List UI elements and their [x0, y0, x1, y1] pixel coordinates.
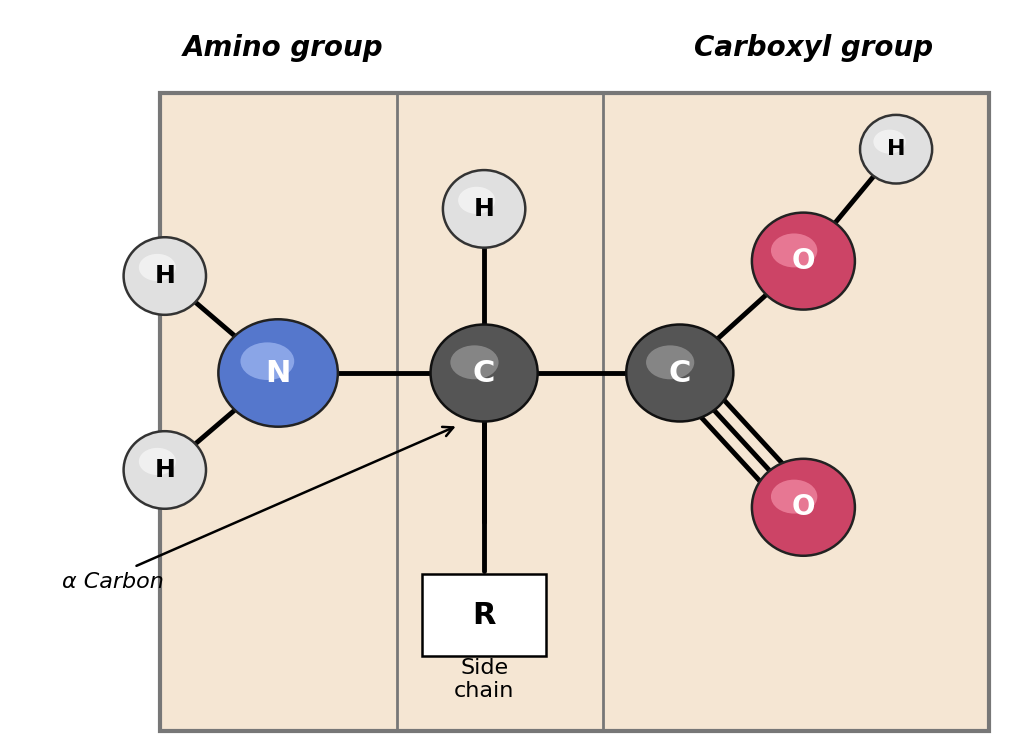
Text: H: H [887, 140, 905, 159]
Text: Carboxyl group: Carboxyl group [694, 34, 933, 63]
Ellipse shape [240, 342, 295, 380]
Ellipse shape [873, 130, 905, 154]
Text: H: H [154, 264, 175, 288]
Ellipse shape [431, 325, 538, 421]
Bar [422, 574, 546, 656]
Ellipse shape [124, 237, 206, 315]
Text: O: O [792, 247, 815, 275]
Ellipse shape [450, 345, 499, 379]
Text: R: R [473, 601, 495, 630]
Ellipse shape [770, 480, 817, 513]
Text: C: C [473, 359, 495, 387]
Text: α Carbon: α Carbon [62, 572, 164, 592]
Text: C: C [668, 359, 691, 387]
Ellipse shape [139, 254, 176, 281]
Text: Side
chain: Side chain [454, 658, 514, 701]
Bar [160, 93, 989, 731]
Text: H: H [474, 197, 494, 221]
Ellipse shape [752, 213, 855, 310]
Ellipse shape [752, 459, 855, 556]
Ellipse shape [458, 186, 495, 214]
Ellipse shape [124, 431, 206, 509]
Text: N: N [266, 359, 290, 387]
Ellipse shape [139, 448, 176, 475]
Ellipse shape [443, 170, 525, 248]
Ellipse shape [770, 233, 817, 267]
Ellipse shape [860, 115, 932, 184]
Ellipse shape [218, 319, 338, 427]
Ellipse shape [646, 345, 694, 379]
Text: Amino group: Amino group [183, 34, 383, 63]
Text: O: O [792, 493, 815, 521]
Ellipse shape [626, 325, 733, 421]
Text: H: H [154, 458, 175, 482]
